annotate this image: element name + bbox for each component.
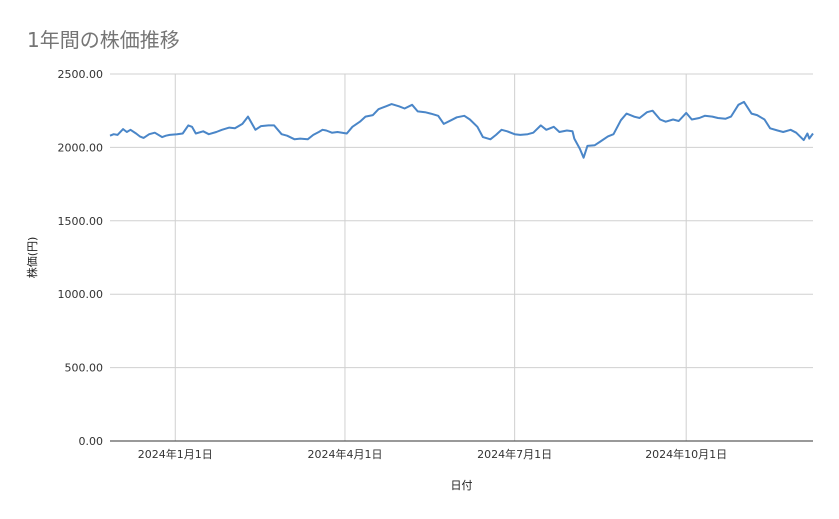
series-line (109, 100, 814, 159)
y-axis-ticks: 0.00 500.00 1000.00 1500.00 2000.00 2500.00 (58, 68, 104, 448)
x-axis-ticks: 2024年1月1日 2024年4月1日 2024年7月1日 2024年10月1日 (138, 447, 727, 461)
y-tick-label: 1000.00 (58, 288, 104, 301)
x-tick-label: 2024年4月1日 (307, 447, 382, 461)
x-tick-label: 2024年1月1日 (138, 447, 213, 461)
y-tick-label: 2500.00 (58, 68, 104, 81)
x-axis-label: 日付 (451, 479, 473, 492)
y-axis-label: 株価(円) (25, 237, 39, 279)
gridlines (110, 73, 813, 441)
y-tick-label: 500.00 (65, 362, 104, 375)
y-tick-label: 1500.00 (58, 215, 104, 228)
chart-title: 1年間の株価推移 (27, 28, 180, 52)
y-tick-label: 0.00 (79, 435, 104, 448)
x-tick-label: 2024年10月1日 (645, 447, 727, 461)
y-tick-label: 2000.00 (58, 141, 104, 154)
x-tick-label: 2024年7月1日 (477, 447, 552, 461)
